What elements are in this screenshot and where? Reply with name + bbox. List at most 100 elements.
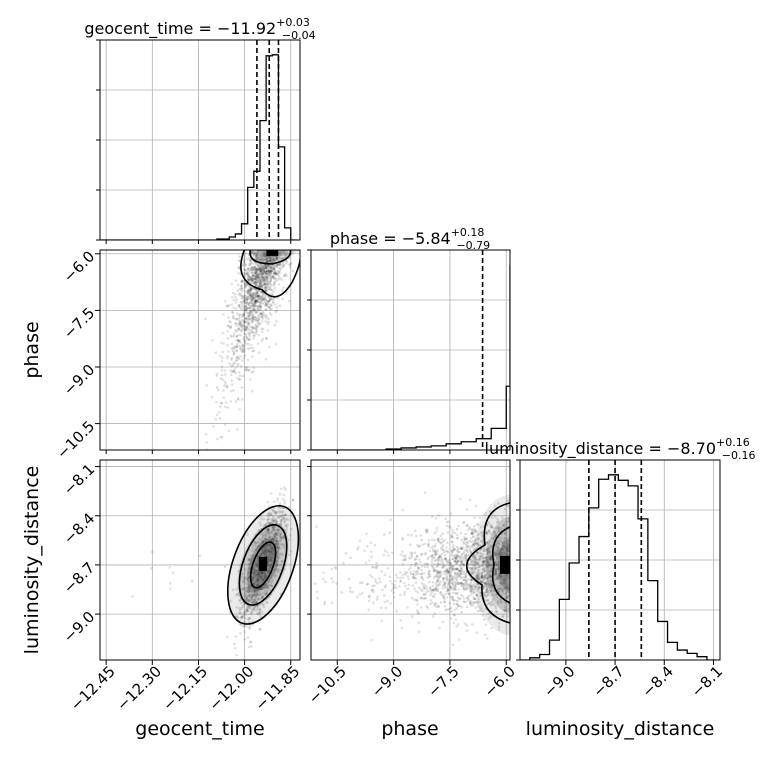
- sample-point: [459, 560, 463, 564]
- histogram-step-geocent_time: [100, 54, 297, 240]
- sample-point: [264, 358, 268, 361]
- sample-point: [423, 565, 427, 568]
- sample-point: [264, 547, 267, 551]
- sample-point: [447, 592, 451, 596]
- sample-point: [503, 609, 506, 612]
- sample-point: [230, 370, 234, 374]
- sample-point: [256, 309, 259, 313]
- sample-point: [237, 293, 241, 297]
- sample-point: [212, 425, 215, 428]
- sample-point: [470, 569, 474, 572]
- sample-point: [247, 287, 251, 291]
- sample-point: [205, 384, 208, 387]
- sample-point: [268, 552, 271, 556]
- sample-point: [482, 549, 486, 553]
- sample-point: [255, 575, 259, 578]
- contour-line: [249, 541, 277, 589]
- sample-point: [269, 555, 273, 559]
- sample-point: [261, 603, 265, 607]
- sample-point: [283, 502, 286, 506]
- sample-point: [476, 574, 480, 578]
- sample-point: [261, 273, 264, 276]
- sample-point: [252, 598, 255, 602]
- sample-point: [496, 567, 500, 571]
- y-tick-label-luminosity_distance: −8.7: [60, 559, 98, 597]
- sample-point: [220, 368, 224, 372]
- sample-point: [244, 304, 248, 308]
- sample-point: [262, 570, 266, 573]
- sample-point: [242, 349, 246, 353]
- sample-point: [278, 493, 282, 496]
- sample-point: [457, 596, 460, 600]
- sample-point: [283, 253, 287, 257]
- sample-point: [458, 559, 462, 563]
- sample-point: [223, 568, 226, 571]
- sample-point: [257, 333, 261, 337]
- sample-point: [248, 330, 251, 334]
- sample-point: [265, 572, 269, 576]
- sample-point: [254, 561, 258, 565]
- sample-point: [262, 268, 266, 272]
- sample-point: [460, 610, 464, 614]
- sample-point: [265, 259, 269, 263]
- sample-point: [281, 250, 284, 253]
- sample-point: [277, 255, 281, 258]
- contour-line: [249, 250, 292, 265]
- sample-point: [249, 592, 252, 595]
- sample-point: [449, 595, 453, 599]
- sample-point: [268, 259, 272, 263]
- sample-point: [374, 566, 377, 569]
- sample-point: [268, 270, 272, 273]
- sample-point: [265, 257, 269, 260]
- sample-point: [464, 553, 467, 556]
- sample-point: [483, 556, 486, 560]
- sample-point: [260, 276, 263, 279]
- sample-point: [434, 558, 438, 562]
- sample-point: [255, 271, 258, 275]
- density-peak: [259, 556, 268, 571]
- sample-point: [485, 564, 489, 568]
- sample-point: [455, 561, 459, 565]
- sample-point: [279, 535, 282, 539]
- sample-point: [268, 345, 271, 349]
- sample-point: [344, 551, 348, 555]
- sample-point: [268, 286, 271, 290]
- sample-point: [249, 263, 252, 267]
- sample-point: [251, 572, 255, 575]
- sample-point: [470, 587, 473, 591]
- sample-point: [399, 580, 403, 583]
- sample-point: [505, 574, 508, 578]
- sample-point: [251, 350, 254, 353]
- sample-point: [443, 583, 447, 587]
- sample-point: [271, 556, 275, 559]
- sample-point: [253, 251, 257, 255]
- y-tick-label-luminosity_distance: −9.0: [60, 608, 98, 646]
- sample-point: [499, 586, 502, 589]
- sample-point: [245, 290, 249, 294]
- sample-point: [259, 573, 262, 577]
- sample-point: [256, 252, 259, 255]
- sample-point: [257, 276, 260, 280]
- sample-point: [356, 595, 359, 599]
- sample-point: [254, 580, 258, 583]
- sample-point: [427, 538, 431, 542]
- sample-point: [270, 551, 273, 555]
- sample-point: [247, 594, 251, 598]
- sample-point: [403, 581, 406, 585]
- sample-point: [480, 580, 483, 584]
- sample-point: [246, 297, 250, 301]
- sample-point: [471, 567, 474, 571]
- sample-point: [495, 576, 499, 580]
- sample-point: [283, 273, 287, 277]
- sample-point: [485, 582, 488, 586]
- sample-point: [275, 528, 279, 532]
- sample-point: [497, 628, 501, 631]
- sample-point: [247, 301, 251, 305]
- sample-point: [252, 589, 256, 592]
- sample-point: [487, 571, 490, 575]
- sample-point: [416, 543, 419, 547]
- sample-point: [503, 578, 506, 581]
- sample-point: [463, 586, 466, 590]
- sample-point: [446, 588, 450, 591]
- sample-point: [236, 428, 239, 431]
